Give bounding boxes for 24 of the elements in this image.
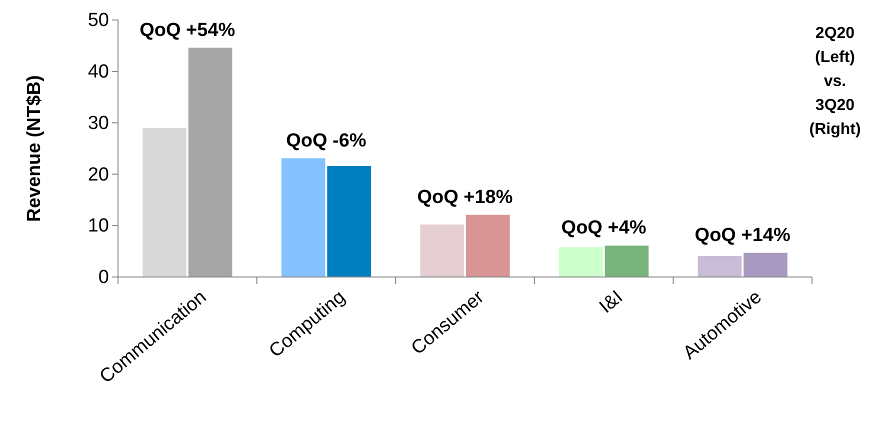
annotation: 2Q20 (Left) vs. 3Q20 (Right) bbox=[809, 25, 861, 138]
bar bbox=[466, 214, 510, 277]
bar bbox=[281, 158, 326, 277]
annotation: QoQ +54% bbox=[140, 20, 236, 41]
bar bbox=[188, 48, 232, 277]
annotation: QoQ -6% bbox=[286, 130, 366, 152]
bar bbox=[604, 246, 649, 277]
annotation: QoQ +14% bbox=[694, 224, 790, 246]
y-tick-label: 20 bbox=[88, 164, 109, 186]
y-tick-label: 30 bbox=[88, 112, 109, 134]
y-tick-label: 40 bbox=[88, 61, 109, 82]
y-tick-label: 0 bbox=[98, 267, 109, 288]
bar bbox=[420, 224, 464, 277]
annotation: QoQ +4% bbox=[561, 218, 646, 239]
y-tick-label: 10 bbox=[88, 216, 109, 237]
x-tick-label: I&I bbox=[596, 286, 628, 318]
bar bbox=[327, 166, 372, 277]
bar bbox=[698, 256, 742, 277]
y-axis-title: Revenue (NT$B) bbox=[24, 75, 45, 222]
bar bbox=[142, 128, 186, 277]
bar bbox=[744, 252, 788, 277]
annotation: QoQ +18% bbox=[417, 186, 513, 208]
y-tick-label: 50 bbox=[88, 10, 109, 32]
bar bbox=[558, 247, 603, 277]
